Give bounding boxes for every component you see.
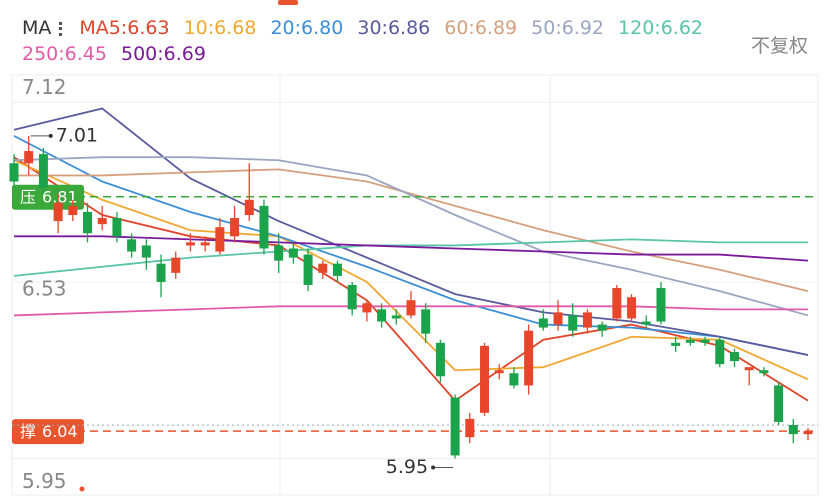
candle-body <box>641 321 651 325</box>
legend-item[interactable]: 120:6.62 <box>618 17 704 39</box>
candle-body <box>9 163 19 182</box>
support-badge <box>12 419 84 445</box>
candle-body <box>112 218 122 237</box>
candle-body <box>97 218 107 225</box>
y-tick-label: 6.53 <box>22 276 67 300</box>
candle-body <box>24 151 34 164</box>
y-tick-label: 5.95 <box>22 469 67 493</box>
legend-item[interactable]: 50:6.92 <box>531 17 605 39</box>
high-dot <box>48 133 53 138</box>
candle-body <box>259 205 269 249</box>
support-value: 6.04 <box>42 422 78 441</box>
candle-body <box>141 245 151 258</box>
candle-body <box>83 211 93 234</box>
candle-body <box>406 300 416 316</box>
candle-body <box>759 370 769 374</box>
candle-body <box>509 373 519 386</box>
resistance-label: 压 6.81 <box>20 187 78 206</box>
candle-body <box>671 342 681 346</box>
candle-body <box>171 257 181 273</box>
support-tag: 撑 <box>20 422 36 441</box>
legend: MA MA5:6.63 10:6.68 20:6.80 30:6.86 60:6.89 5… <box>22 16 712 66</box>
candle-body <box>332 263 342 276</box>
low-dot <box>431 465 436 470</box>
legend-item[interactable]: 20:6.80 <box>270 17 344 39</box>
support-label: 撑 6.04 <box>20 422 78 441</box>
candle-body <box>774 385 784 422</box>
adjust-toggle[interactable]: 不复权 <box>750 35 808 57</box>
candle-body <box>612 288 622 319</box>
high-label: 7.01 <box>56 124 98 146</box>
low-label: 5.95 <box>386 456 428 478</box>
candle-body <box>465 418 475 438</box>
ma-line <box>13 156 809 317</box>
candle-body <box>715 339 725 365</box>
legend-item[interactable]: MA5:6.63 <box>79 17 170 39</box>
candle-body <box>244 199 254 215</box>
ma-line <box>14 235 809 262</box>
ma-line <box>13 156 809 402</box>
candle-body <box>38 154 48 188</box>
candle-body <box>303 254 313 285</box>
candle-body <box>803 431 813 435</box>
candle-body <box>53 202 63 222</box>
candle-body <box>700 339 710 343</box>
legend-item[interactable]: 10:6.68 <box>183 17 257 39</box>
legend-title: MA <box>22 16 65 40</box>
candle-body <box>156 263 166 282</box>
marker-dot <box>79 486 85 492</box>
candle-body <box>788 425 798 435</box>
candle-body <box>627 297 637 319</box>
candle-body <box>685 339 695 343</box>
candle-body <box>362 303 372 313</box>
tab-indicator <box>278 0 298 5</box>
candle-body <box>127 239 137 252</box>
candle-body <box>391 315 401 319</box>
candle-body <box>450 397 460 456</box>
candle-body <box>68 205 78 215</box>
ma-line <box>14 168 809 292</box>
candle-body <box>230 218 240 237</box>
resistance-value: 6.81 <box>42 187 78 206</box>
candle-body <box>347 285 357 310</box>
candle-body <box>215 227 225 252</box>
candle-body <box>318 263 328 273</box>
candle-body <box>568 315 578 331</box>
candle-body <box>377 309 387 322</box>
legend-item[interactable]: 60:6.89 <box>444 17 518 39</box>
candle-body <box>744 367 754 371</box>
candle-body <box>597 324 607 331</box>
legend-item[interactable]: 250:6.45 <box>22 43 107 65</box>
candle-body <box>524 330 534 386</box>
candle-body <box>494 370 504 374</box>
candle-body <box>435 342 445 377</box>
candle-body <box>274 245 284 261</box>
ma-line <box>13 107 809 356</box>
candle-body <box>553 312 563 325</box>
candle-body <box>200 242 210 246</box>
candle-body <box>421 309 431 334</box>
plot-frame <box>11 74 819 496</box>
candle-body <box>729 351 739 362</box>
resistance-tag: 压 <box>20 187 36 206</box>
candle-body <box>185 242 195 246</box>
y-tick-label: 7.12 <box>22 75 67 99</box>
resistance-badge <box>12 184 84 210</box>
candle-body <box>538 318 548 328</box>
candle-body <box>582 312 592 328</box>
legend-item[interactable]: 500:6.69 <box>120 43 206 65</box>
legend-item[interactable]: 30:6.86 <box>357 17 431 39</box>
candle-body <box>288 248 298 258</box>
candle-body <box>656 288 666 322</box>
candle-body <box>480 345 490 413</box>
